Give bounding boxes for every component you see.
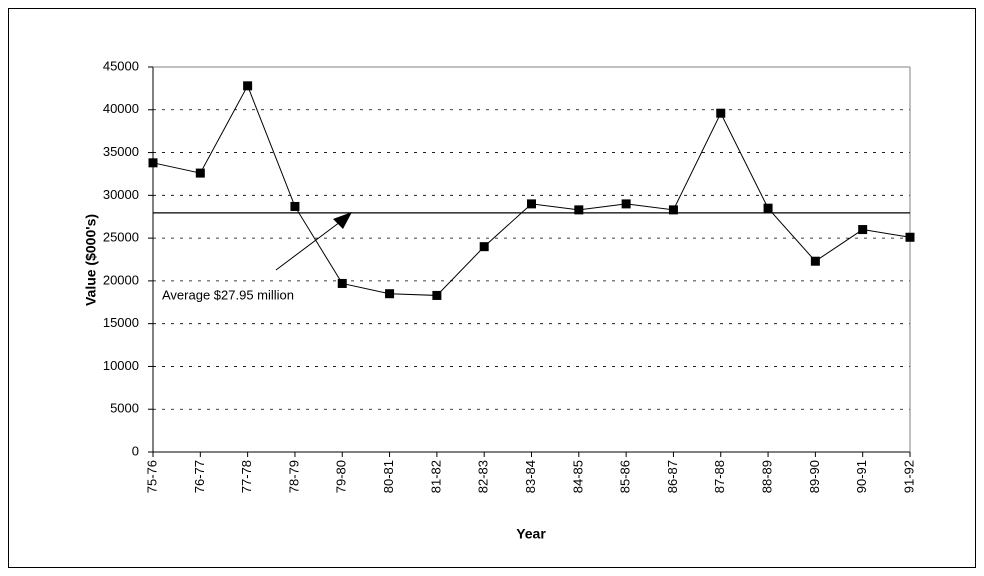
y-tick-label: 45000 — [103, 58, 139, 73]
data-point — [574, 205, 584, 215]
x-tick-label: 87-88 — [712, 460, 727, 493]
x-tick-label: 81-82 — [428, 460, 443, 493]
x-tick-label: 78-79 — [286, 460, 301, 493]
x-tick-label: 86-87 — [665, 460, 680, 493]
x-tick-label: 80-81 — [381, 460, 396, 493]
x-tick-label: 89-90 — [807, 460, 822, 493]
y-tick-label: 35000 — [103, 144, 139, 159]
x-tick-label: 85-86 — [618, 460, 633, 493]
y-tick-label: 5000 — [110, 401, 139, 416]
data-point — [763, 203, 773, 213]
arrow-head — [333, 212, 352, 229]
data-point — [385, 289, 395, 299]
x-tick-label: 76-77 — [192, 460, 207, 493]
x-tick-label: 82-83 — [476, 460, 491, 493]
data-point — [337, 278, 347, 288]
y-tick-label: 20000 — [103, 272, 139, 287]
data-point — [479, 242, 489, 252]
annotation: Average $27.95 million — [162, 287, 294, 302]
data-point — [290, 201, 300, 211]
y-tick-label: 30000 — [103, 187, 139, 202]
data-point — [527, 199, 536, 209]
data-point — [621, 199, 631, 209]
y-tick-label: 10000 — [103, 358, 139, 373]
chart-border — [8, 8, 976, 568]
y-tick-label: 25000 — [103, 230, 139, 245]
y-tick-label: 40000 — [103, 101, 139, 116]
data-point — [905, 232, 915, 242]
x-tick-label: 83-84 — [523, 460, 538, 493]
x-tick-label: 79-80 — [334, 460, 349, 493]
x-tick-label: 75-76 — [144, 460, 159, 493]
data-point — [432, 290, 442, 300]
data-point — [243, 81, 253, 91]
data-point — [195, 168, 205, 178]
data-point — [668, 205, 678, 215]
data-point — [858, 225, 868, 235]
x-tick-label: 91-92 — [901, 460, 916, 493]
y-tick-label: 0 — [132, 443, 139, 458]
y-tick-label: 15000 — [103, 315, 139, 330]
x-axis-title: Year — [516, 526, 546, 542]
x-tick-label: 90-91 — [854, 460, 869, 493]
arrow-shaft — [275, 221, 341, 271]
data-point — [716, 108, 726, 118]
x-tick-label: 77-78 — [239, 460, 254, 493]
data-point — [148, 158, 158, 168]
data-point — [810, 256, 820, 266]
x-tick-label: 88-89 — [760, 460, 775, 493]
x-tick-label: 84-85 — [570, 460, 585, 493]
y-axis-title: Value ($000's) — [83, 214, 99, 306]
